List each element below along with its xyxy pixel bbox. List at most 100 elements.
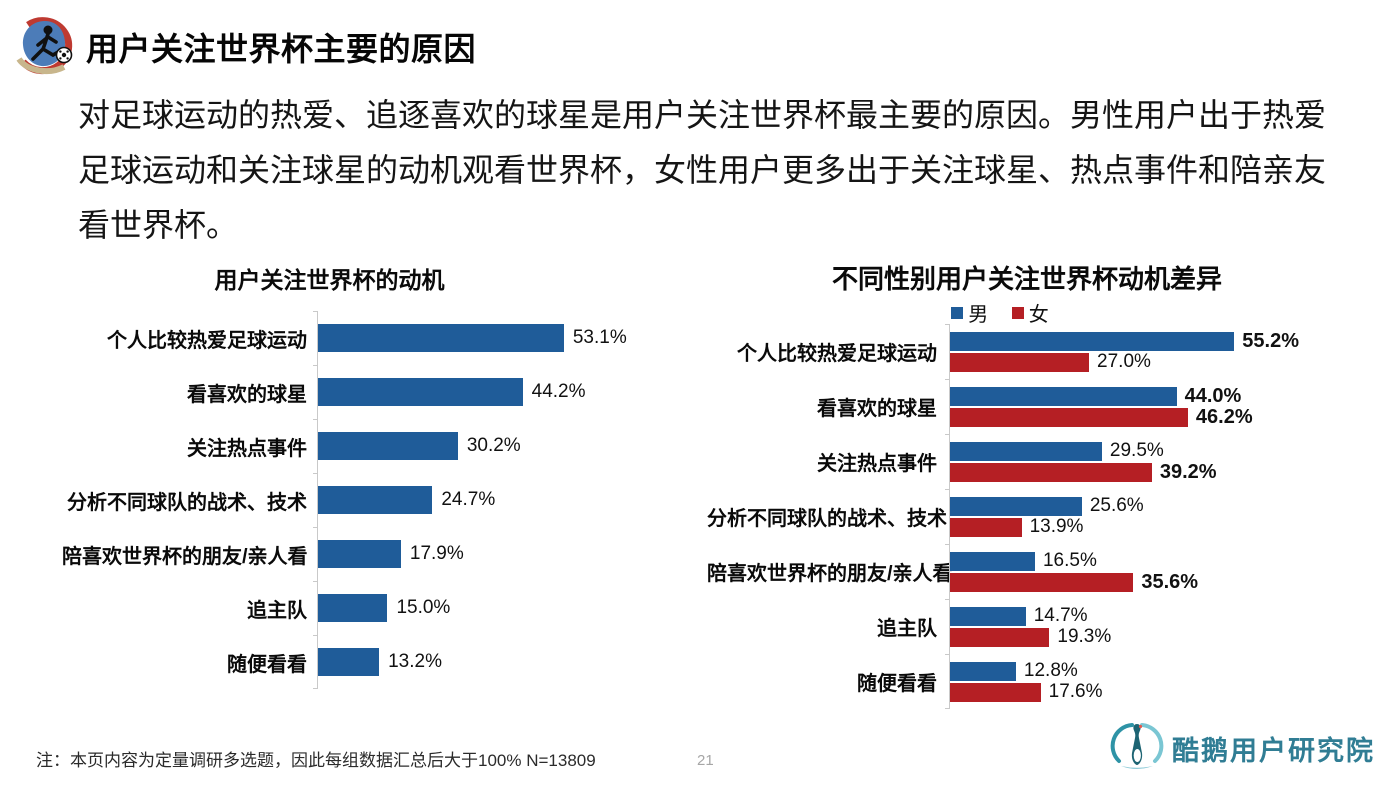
chart2-group: 看喜欢的球星 44.0% 46.2% xyxy=(707,378,1399,435)
chart2-group: 分析不同球队的战术、技术 25.6% 13.9% xyxy=(707,488,1399,545)
chart1-bar xyxy=(318,648,380,677)
chart2-value-label: 13.9% xyxy=(1029,516,1084,538)
chart2-value-label: 25.6% xyxy=(1089,495,1144,517)
chart1-value-label: 13.2% xyxy=(388,651,442,673)
chart2-bar-cell: 14.7% 19.3% xyxy=(945,598,1399,655)
chart1-bar xyxy=(318,378,523,407)
chart2-value-label: 27.0% xyxy=(1097,351,1151,373)
chart2-category-label: 看喜欢的球星 xyxy=(817,398,937,421)
chart1-bar-cell: 30.2% xyxy=(313,418,707,474)
legend-female-swatch xyxy=(1011,306,1024,319)
goose-logo-icon xyxy=(1110,720,1164,777)
bar-male xyxy=(950,386,1177,406)
chart1-bar-cell: 44.2% xyxy=(313,364,707,420)
chart1-bar-cell: 24.7% xyxy=(313,472,707,528)
bar-male xyxy=(950,606,1026,626)
chart2-male-row: 25.6% xyxy=(950,495,1399,517)
chart1-bar xyxy=(318,324,564,353)
soccer-player-badge-icon xyxy=(12,14,80,80)
chart2-group: 追主队 14.7% 19.3% xyxy=(707,598,1399,655)
chart1-value-label: 24.7% xyxy=(441,489,496,511)
chart1-category-label: 分析不同球队的战术、技术 xyxy=(67,491,307,514)
chart1-category-label: 陪喜欢世界杯的朋友/亲人看 xyxy=(62,545,308,568)
chart1-row: 追主队 15.0% xyxy=(62,580,707,636)
chart2-group: 随便看看 12.8% 17.6% xyxy=(707,653,1399,710)
intro-paragraph: 对足球运动的热爱、追逐喜欢的球星是用户关注世界杯最主要的原因。男性用户出于热爱足… xyxy=(78,97,1327,244)
chart2-category-label: 个人比较热爱足球运动 xyxy=(737,343,937,366)
chart2-male-row: 12.8% xyxy=(950,660,1399,682)
logo-text: 酷鹅用户研究院 xyxy=(1172,736,1375,766)
chart2-group: 个人比较热爱足球运动 55.2% 27.0% xyxy=(707,323,1399,380)
chart-motivations: 用户关注世界杯的动机 个人比较热爱足球运动 53.1% 看喜欢的球星 44.2% 关注热… xyxy=(62,255,707,690)
chart2-bar-cell: 12.8% 17.6% xyxy=(945,653,1399,710)
bar-male xyxy=(950,551,1035,571)
chart2-category-label: 陪喜欢世界杯的朋友/亲人看 xyxy=(707,563,953,586)
bar-male xyxy=(950,441,1102,461)
chart1-plot: 个人比较热爱足球运动 53.1% 看喜欢的球星 44.2% 关注热点事件 30.2% 分析不… xyxy=(62,310,707,690)
chart2-value-label: 17.6% xyxy=(1048,681,1103,703)
chart1-row: 随便看看 13.2% xyxy=(62,634,707,690)
logo: 酷鹅用户研究院 xyxy=(1110,720,1375,777)
chart1-category-label: 看喜欢的球星 xyxy=(187,383,307,406)
legend-item-female: 女 xyxy=(1011,298,1049,327)
chart2-bar-cell: 25.6% 13.9% xyxy=(945,488,1399,545)
bar-female xyxy=(950,517,1022,537)
chart2-value-label: 29.5% xyxy=(1109,440,1164,462)
bar-female xyxy=(950,352,1090,372)
bar-male xyxy=(950,661,1016,681)
chart1-bar xyxy=(318,432,458,461)
chart1-bar-cell: 15.0% xyxy=(313,580,707,636)
chart2-category-label: 分析不同球队的战术、技术 xyxy=(707,508,947,531)
chart1-bar-cell: 13.2% xyxy=(313,634,707,690)
chart2-male-row: 16.5% xyxy=(950,550,1399,572)
chart2-value-label: 55.2% xyxy=(1242,329,1299,352)
chart2-value-label: 12.8% xyxy=(1023,660,1078,682)
page-title: 用户关注世界杯主要的原因 xyxy=(86,31,477,67)
footnote: 注：本页内容为定量调研多选题，因此每组数据汇总后大于100% N=13809 xyxy=(36,751,596,770)
bar-female xyxy=(950,572,1134,592)
chart2-value-label: 19.3% xyxy=(1057,626,1112,648)
slide: 用户关注世界杯主要的原因 对足球运动的热爱、追逐喜欢的球星是用户关注世界杯最主要… xyxy=(0,14,1399,770)
chart2-value-label: 39.2% xyxy=(1159,460,1217,483)
chart2-value-label: 16.5% xyxy=(1042,550,1097,572)
chart1-category-label: 随便看看 xyxy=(227,653,307,676)
chart1-value-label: 15.0% xyxy=(396,597,451,619)
chart2-legend: 男 女 xyxy=(707,298,1399,327)
chart2-bar-cell: 44.0% 46.2% xyxy=(945,378,1399,435)
chart1-bar-cell: 17.9% xyxy=(313,526,707,582)
chart1-category-label: 个人比较热爱足球运动 xyxy=(107,329,307,352)
chart1-category-label: 关注热点事件 xyxy=(187,437,307,460)
page-number: 21 xyxy=(697,752,714,769)
chart1-value-label: 53.1% xyxy=(572,327,627,349)
chart1-row: 关注热点事件 30.2% xyxy=(62,418,707,474)
chart1-bar xyxy=(318,594,388,623)
chart1-value-label: 30.2% xyxy=(466,435,521,457)
charts-region: 用户关注世界杯的动机 个人比较热爱足球运动 53.1% 看喜欢的球星 44.2% 关注热… xyxy=(0,255,1399,710)
chart2-group: 关注热点事件 29.5% 39.2% xyxy=(707,433,1399,490)
chart2-bar-cell: 16.5% 35.6% xyxy=(945,543,1399,600)
bar-female xyxy=(950,462,1152,482)
chart2-male-row: 29.5% xyxy=(950,440,1399,462)
chart2-value-label: 14.7% xyxy=(1033,605,1088,627)
chart1-title: 用户关注世界杯的动机 xyxy=(214,267,445,294)
chart2-bar-cell: 29.5% 39.2% xyxy=(945,433,1399,490)
chart2-female-row: 35.6% xyxy=(950,570,1399,593)
bar-female xyxy=(950,407,1188,427)
chart1-bar xyxy=(318,486,433,515)
chart2-value-label: 35.6% xyxy=(1141,570,1199,593)
chart1-row: 个人比较热爱足球运动 53.1% xyxy=(62,310,707,366)
chart1-row: 看喜欢的球星 44.2% xyxy=(62,364,707,420)
legend-female-label: 女 xyxy=(1028,304,1049,327)
chart1-bar xyxy=(318,540,401,569)
chart2-bar-cell: 55.2% 27.0% xyxy=(945,323,1399,380)
chart2-group: 陪喜欢世界杯的朋友/亲人看 16.5% 35.6% xyxy=(707,543,1399,600)
chart2-female-row: 46.2% xyxy=(950,406,1399,428)
chart2-value-label: 44.0% xyxy=(1184,384,1242,407)
chart2-category-label: 关注热点事件 xyxy=(817,453,937,476)
chart2-male-row: 14.7% xyxy=(950,605,1399,627)
chart-gender-diff: 不同性别用户关注世界杯动机差异 男 女 个人比较热爱足球运动 55.2% 27.0%… xyxy=(707,255,1399,710)
chart2-plot: 个人比较热爱足球运动 55.2% 27.0% 看喜欢的球星 44.0% 46.2% 关注热点… xyxy=(707,323,1399,710)
chart2-female-row: 27.0% xyxy=(950,351,1399,373)
bar-male xyxy=(950,496,1082,516)
bar-male xyxy=(950,331,1235,351)
